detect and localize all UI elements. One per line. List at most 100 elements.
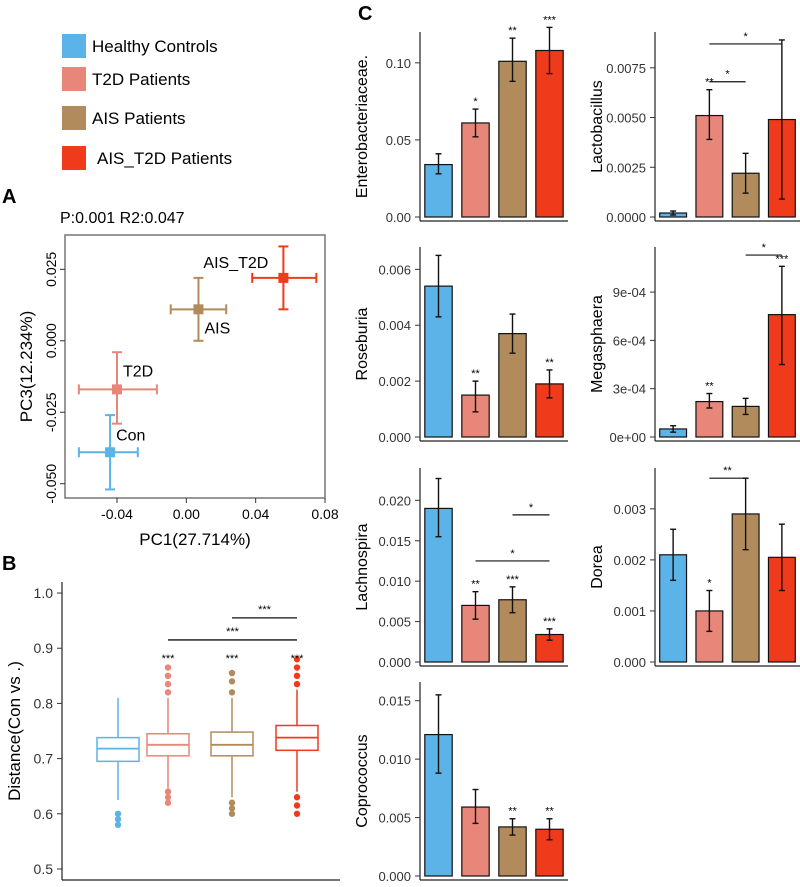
box-outlier <box>293 810 301 817</box>
y-tick-label: 0.0000 <box>606 210 646 225</box>
y-tick-label: 0.005 <box>378 615 411 630</box>
y-tick-label: 0.5 <box>34 861 54 877</box>
legend-label: AIS Patients <box>92 109 186 128</box>
significance-label: ** <box>508 806 517 818</box>
y-tick-label: 0.7 <box>34 751 54 767</box>
bracket-label: * <box>725 69 730 81</box>
significance-label: *** <box>291 653 305 665</box>
bar <box>695 114 724 218</box>
y-tick-label: 0.020 <box>378 493 411 508</box>
y-tick-label: 0.002 <box>378 374 411 389</box>
legend-swatch <box>62 34 86 58</box>
y-tick-label: 0.000 <box>613 655 646 670</box>
y-tick-label: 0.0025 <box>606 160 646 175</box>
y-tick-label: 0.0075 <box>606 61 646 76</box>
y-axis-label: Megasphaera <box>589 295 606 393</box>
bar <box>731 405 760 438</box>
y-tick-label: 0.001 <box>613 604 646 619</box>
y-tick-label: 1.0 <box>34 585 54 601</box>
pcoa-panel: P:0.001 R2:0.047 -0.04 0.00 0.04 0.08 -0.050 -… <box>17 210 339 549</box>
x-tick-label: 0.04 <box>242 506 269 522</box>
bracket-label: * <box>743 31 748 43</box>
y-tick-label: 0.000 <box>378 430 411 445</box>
y-tick-label: 0.015 <box>378 694 411 709</box>
y-tick-label: 0.0050 <box>606 111 646 126</box>
box-outlier <box>164 689 172 696</box>
y-tick-label: 9e-04 <box>613 285 646 300</box>
x-tick-label: 0.08 <box>311 506 338 522</box>
box-outlier <box>228 810 236 817</box>
x-tick-label: 0.00 <box>173 506 200 522</box>
legend-swatch <box>62 67 86 91</box>
bracket-label: *** <box>226 626 240 638</box>
box-outlier <box>114 816 122 823</box>
significance-label: ** <box>545 806 554 818</box>
significance-label: ** <box>545 357 554 369</box>
y-tick-label: 0.05 <box>386 133 411 148</box>
y-tick-label: 0.015 <box>378 534 411 549</box>
distance-boxplot-panel: 0.5 0.6 0.7 0.8 0.9 1.0 Distance(Con vs .) *** *… <box>5 582 340 881</box>
point-label: Con <box>116 427 145 444</box>
y-axis-label: PC3(12.234%) <box>17 311 36 423</box>
significance-label: *** <box>543 14 557 26</box>
significance-label: *** <box>226 653 240 665</box>
panel-label-a: A <box>2 186 16 208</box>
y-tick-label: -0.050 <box>43 464 59 504</box>
y-axis-label: Lachnospira <box>354 523 371 610</box>
significance-label: ** <box>471 368 480 380</box>
box-outlier <box>228 678 236 685</box>
legend-label: AIS_T2D Patients <box>97 149 232 168</box>
bar-chart-roseburia: 0.000 0.002 0.004 0.006 Roseburia ** ** <box>354 247 568 445</box>
y-tick-label: 3e-04 <box>613 382 646 397</box>
y-tick-label: 0.000 <box>378 869 411 884</box>
significance-label: * <box>473 96 478 108</box>
box-outlier <box>228 799 236 806</box>
y-tick-label: 0.003 <box>613 502 646 517</box>
y-tick-label: 0.006 <box>378 262 411 277</box>
significance-label: *** <box>162 653 176 665</box>
box-outlier <box>293 802 301 809</box>
y-axis-label: Distance(Con vs .) <box>5 661 24 801</box>
box-outlier <box>293 672 301 680</box>
group-centroid-point <box>278 272 289 283</box>
group-centroid-point <box>112 384 122 395</box>
bar-chart-coprococcus: 0.000 0.005 0.010 0.015 Coprococcus ** ** <box>354 682 568 884</box>
y-axis-label: Roseburia <box>354 307 371 380</box>
y-tick-label: 0.010 <box>378 752 411 767</box>
significance-label: *** <box>506 574 520 586</box>
point-label: T2D <box>123 363 153 380</box>
box-outlier <box>164 672 172 680</box>
y-tick-label: 0.000 <box>43 323 59 358</box>
box-outlier <box>164 799 172 806</box>
x-axis-label: PC1(27.714%) <box>139 530 251 549</box>
significance-label: ** <box>508 25 517 37</box>
panel-label-c: C <box>358 3 372 25</box>
plot-frame <box>64 234 326 499</box>
bar <box>498 60 527 218</box>
legend-item-ais-t2d-patients: AIS_T2D Patients <box>62 146 232 170</box>
legend-item-healthy-controls: Healthy Controls <box>62 34 218 58</box>
y-tick-label: 0.8 <box>34 695 54 711</box>
bracket-label: * <box>529 502 534 514</box>
y-tick-label: 0.9 <box>34 640 54 656</box>
box-outlier <box>228 689 236 696</box>
box-outlier <box>228 805 236 812</box>
y-tick-label: 0.025 <box>43 252 59 287</box>
y-axis-label: Lactobacillus <box>589 80 606 173</box>
panel-label-b: B <box>2 553 16 575</box>
box-outlier <box>164 664 172 671</box>
legend-swatch <box>62 106 86 130</box>
box-outlier <box>114 810 122 817</box>
bracket-label: * <box>762 242 767 254</box>
significance-label: ** <box>471 579 480 591</box>
point-label: AIS_T2D <box>203 255 268 272</box>
y-tick-label: -0.025 <box>43 392 59 432</box>
y-tick-label: 6e-04 <box>613 333 646 348</box>
bracket-label: ** <box>723 465 732 477</box>
y-axis-label: Coprococcus <box>354 734 371 827</box>
box-outlier <box>293 680 301 688</box>
box-outlier <box>293 656 301 663</box>
significance-label: *** <box>543 616 557 628</box>
significance-label: *** <box>775 253 789 265</box>
